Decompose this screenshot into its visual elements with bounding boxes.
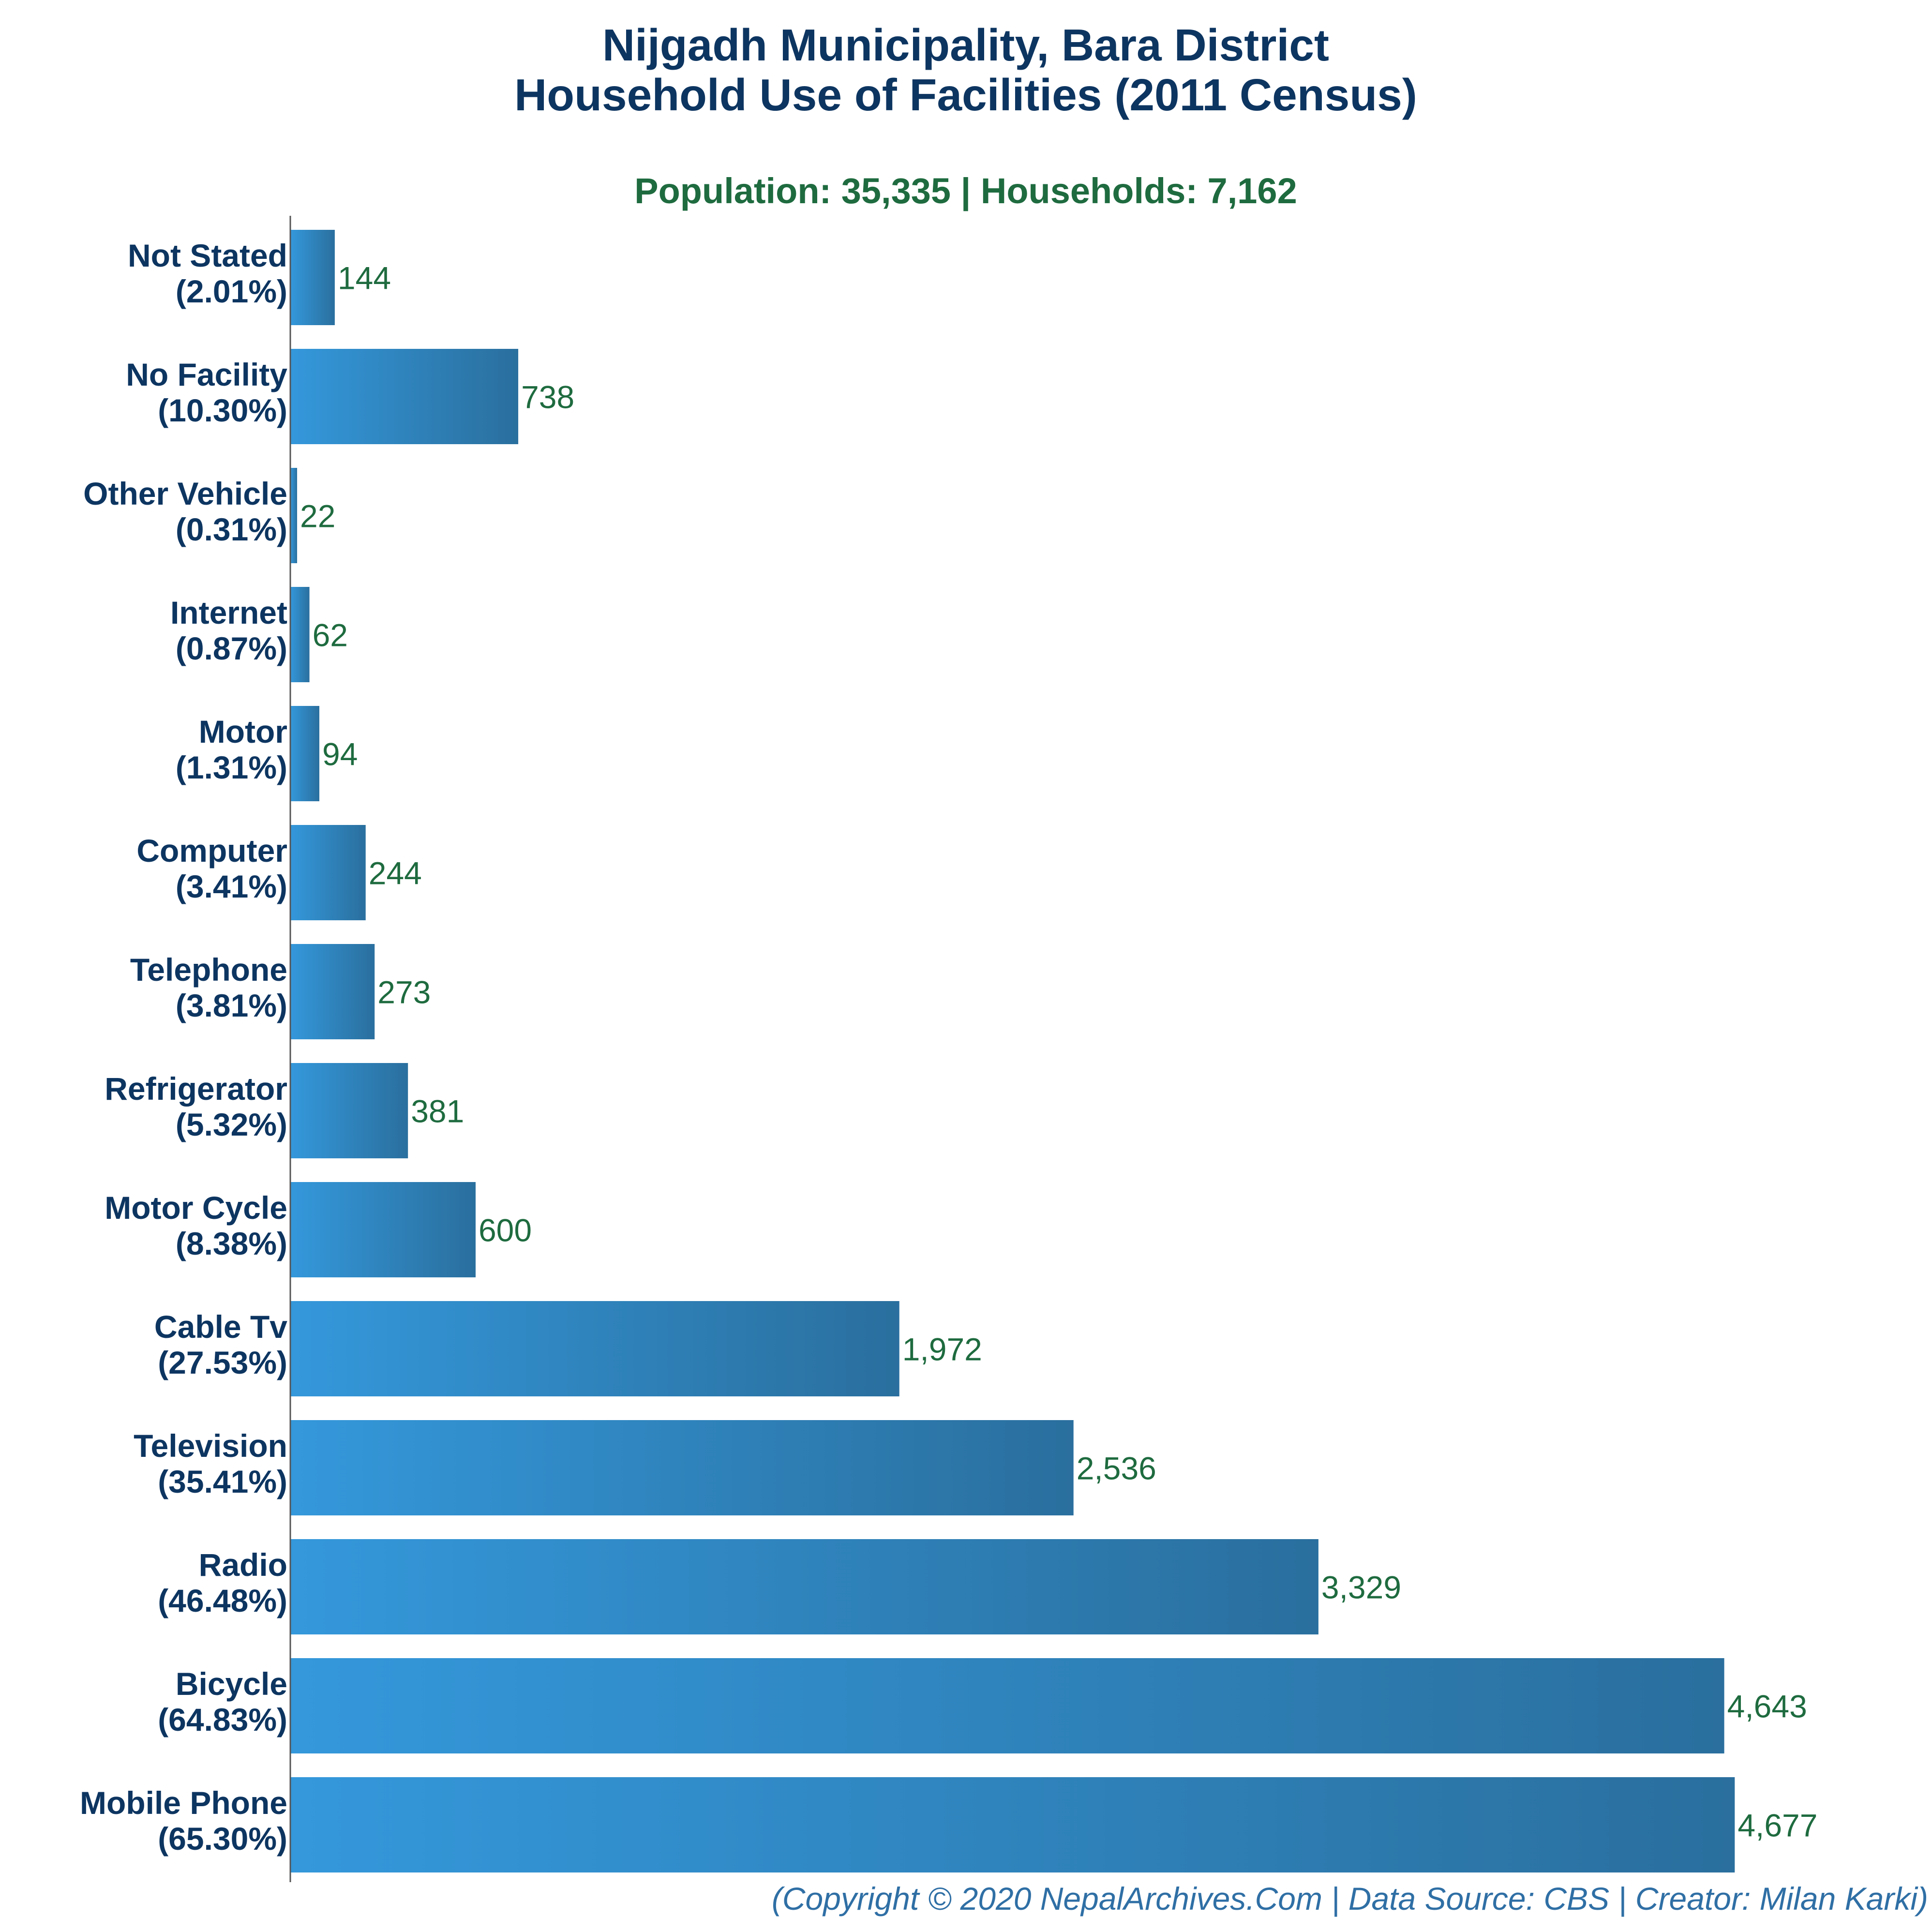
value-label: 600 [479, 1213, 532, 1248]
bar-motor-cycle [290, 1182, 476, 1277]
value-label: 1,972 [902, 1332, 982, 1367]
category-label: Other Vehicle [83, 476, 287, 511]
bar-bicycle [290, 1658, 1724, 1753]
bars-layer: 144 Not Stated(2.01%) 738 No Facility(10.30… [80, 230, 1817, 1872]
bar-internet [290, 587, 310, 682]
bar-cable-tv [290, 1301, 899, 1396]
value-label: 273 [377, 974, 431, 1010]
category-label: Mobile Phone [80, 1785, 287, 1821]
value-label: 62 [313, 617, 348, 653]
category-percent-label: (3.41%) [176, 869, 287, 904]
value-label: 3,329 [1321, 1570, 1401, 1605]
value-label: 4,677 [1737, 1808, 1817, 1843]
category-percent-label: (27.53%) [158, 1345, 287, 1380]
category-label: No Facility [126, 357, 287, 392]
value-label: 738 [521, 379, 574, 415]
category-percent-label: (10.30%) [158, 392, 287, 428]
category-label: Motor [199, 714, 287, 749]
value-label: 144 [338, 260, 391, 296]
category-percent-label: (3.81%) [176, 988, 287, 1023]
category-label: Computer [136, 833, 287, 869]
category-label: Cable Tv [154, 1309, 287, 1345]
bar-other-vehicle [290, 468, 298, 563]
chart-footer: (Copyright © 2020 NepalArchives.Com | Da… [772, 1881, 1928, 1917]
chart-title-line2: Household Use of Facilities (2011 Census… [514, 70, 1417, 120]
chart-subtitle: Population: 35,335 | Households: 7,162 [634, 171, 1297, 211]
category-percent-label: (0.87%) [176, 630, 287, 666]
value-label: 244 [369, 855, 422, 891]
bar-radio [290, 1539, 1318, 1634]
category-label: Television [134, 1428, 287, 1464]
category-label: Motor Cycle [105, 1190, 287, 1226]
category-label: Bicycle [176, 1666, 287, 1702]
category-percent-label: (5.32%) [176, 1107, 287, 1142]
category-percent-label: (2.01%) [176, 273, 287, 309]
category-percent-label: (35.41%) [158, 1464, 287, 1499]
category-percent-label: (8.38%) [176, 1226, 287, 1261]
bar-mobile-phone [290, 1777, 1735, 1872]
category-label: Telephone [130, 952, 287, 988]
bar-not-stated [290, 230, 335, 325]
value-label: 22 [300, 498, 335, 534]
category-label: Radio [199, 1547, 287, 1583]
value-label: 4,643 [1727, 1689, 1807, 1724]
chart-title: Nijgadh Municipality, Bara District [602, 20, 1329, 70]
category-percent-label: (46.48%) [158, 1583, 287, 1618]
value-label: 381 [411, 1093, 464, 1129]
bar-television [290, 1420, 1074, 1515]
bar-computer [290, 825, 366, 920]
category-label: Internet [170, 595, 287, 630]
category-percent-label: (1.31%) [176, 749, 287, 785]
category-label: Refrigerator [105, 1071, 287, 1107]
value-label: 2,536 [1077, 1451, 1156, 1486]
category-percent-label: (0.31%) [176, 511, 287, 547]
category-percent-label: (64.83%) [158, 1702, 287, 1737]
bar-refrigerator [290, 1063, 408, 1158]
category-label: Not Stated [128, 238, 287, 273]
value-label: 94 [322, 736, 358, 772]
bar-motor [290, 706, 319, 801]
category-percent-label: (65.30%) [158, 1821, 287, 1857]
bar-telephone [290, 944, 375, 1039]
bar-no-facility [290, 349, 519, 444]
